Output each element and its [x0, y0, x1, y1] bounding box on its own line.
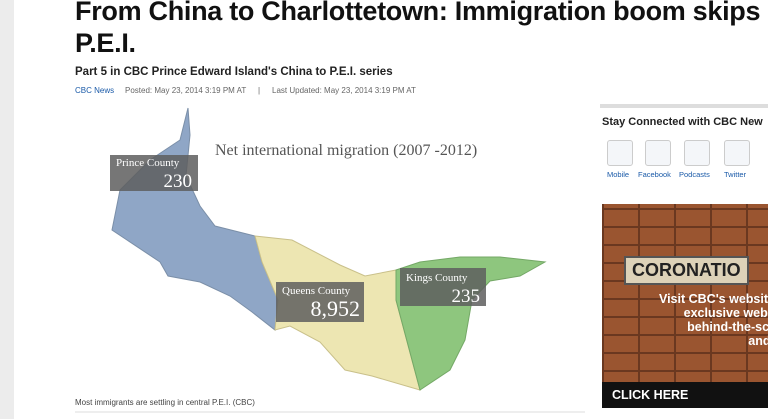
posted-date: Posted: May 23, 2014 3:19 PM AT — [125, 86, 247, 95]
twitter-icon[interactable] — [724, 140, 750, 166]
map: Net international migration (2007 -2012)… — [75, 107, 585, 413]
sidebar-heading: Stay Connected with CBC New — [602, 116, 763, 128]
subtitle: Part 5 in CBC Prince Edward Island's Chi… — [75, 66, 393, 78]
map-caption: Most immigrants are settling in central … — [75, 398, 255, 407]
ad-text: Visit CBC's websit — [658, 292, 768, 306]
region-value: 235 — [452, 286, 481, 307]
region-name: Queens County — [282, 285, 351, 297]
icon-label[interactable]: Mobile — [607, 170, 630, 179]
source-link[interactable]: CBC News — [75, 86, 115, 95]
facebook-icon[interactable] — [645, 140, 671, 166]
icon-label[interactable]: Twitter — [724, 170, 747, 179]
sidebar-rule — [600, 104, 768, 108]
icon-label[interactable]: Podcasts — [679, 170, 710, 179]
separator: | — [258, 86, 261, 95]
headline: P.E.I. — [75, 28, 136, 58]
mobile-icon[interactable] — [607, 140, 633, 166]
icon-label[interactable]: Facebook — [638, 170, 671, 179]
updated-date: Last Updated: May 23, 2014 3:19 PM AT — [272, 86, 416, 95]
ad-banner[interactable]: CORONATIO Visit CBC's websit exclusive w… — [602, 204, 768, 408]
region-name: Kings County — [406, 272, 468, 284]
map-title: Net international migration (2007 -2012) — [215, 142, 477, 159]
ad-text: behind-the-scenes v — [687, 320, 768, 334]
region-name: Prince County — [116, 157, 180, 169]
region-value: 230 — [164, 171, 193, 192]
headline: From China to Charlottetown: Immigration… — [75, 0, 768, 26]
left-margin — [0, 0, 14, 419]
region-value: 8,952 — [311, 296, 361, 321]
ad-text: exclusive web-only c — [683, 306, 768, 320]
ad-title: CORONATIO — [624, 256, 749, 285]
ad-cta[interactable]: CLICK HERE — [602, 382, 768, 408]
ad-text: and more. — [748, 334, 768, 348]
podcasts-icon[interactable] — [684, 140, 710, 166]
